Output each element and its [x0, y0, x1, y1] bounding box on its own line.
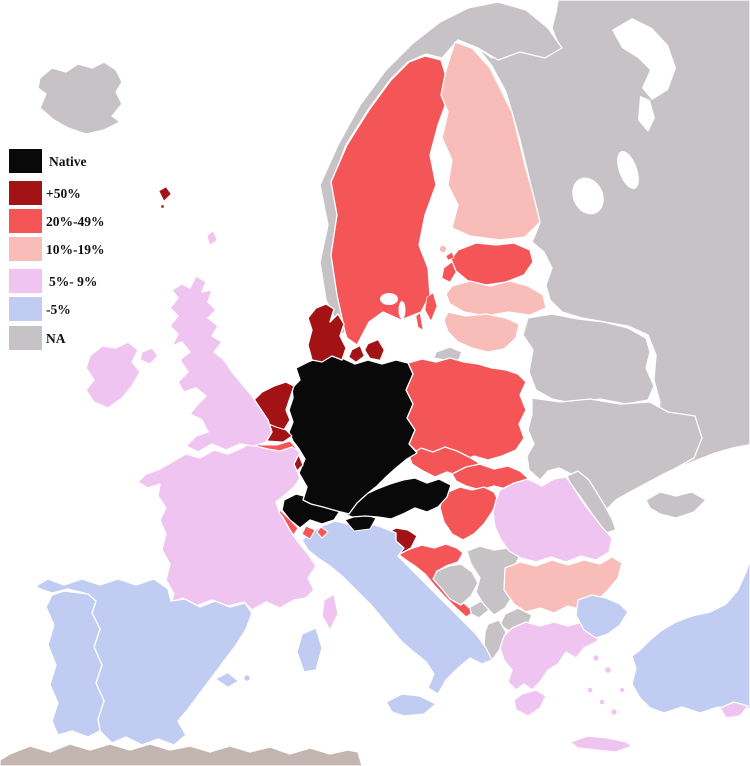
lake-ladoga	[572, 177, 604, 215]
island-zealand	[364, 339, 385, 361]
country-poland	[405, 357, 527, 463]
country-hungary	[439, 486, 499, 541]
island-sardinia	[296, 627, 323, 673]
country-romania	[492, 476, 613, 563]
legend-label-plus50: +50%	[46, 186, 81, 201]
country-lithuania	[443, 311, 520, 353]
country-estonia	[450, 242, 534, 286]
island-aland	[439, 245, 447, 253]
country-germany	[288, 355, 418, 515]
legend-label-minus5: -5%	[46, 302, 71, 317]
island-funen	[348, 345, 365, 363]
island-aegean-4	[599, 699, 605, 705]
country-finland	[440, 41, 541, 241]
country-sweden	[330, 55, 448, 346]
island-aegean-3	[587, 687, 593, 693]
black-sea	[590, 444, 750, 640]
legend-label-native: Native	[49, 154, 87, 169]
landmass-north-africa	[0, 743, 363, 766]
country-denmark	[307, 303, 347, 363]
lake-onega	[617, 150, 639, 190]
legend-label-na: NA	[46, 331, 66, 346]
island-aegean-2	[604, 666, 612, 674]
white-sea-inlet	[638, 96, 655, 132]
island-menorca	[243, 674, 251, 682]
region-peloponnese	[513, 689, 547, 717]
region-grisons-south	[316, 526, 329, 539]
island-sicily	[385, 693, 437, 717]
island-oland	[415, 312, 424, 331]
country-montenegro	[469, 600, 490, 619]
white-sea	[612, 18, 676, 100]
country-ireland	[85, 341, 141, 409]
island-mallorca	[215, 672, 239, 688]
island-shetland	[206, 230, 218, 246]
island-crete	[569, 735, 633, 753]
region-turkish-thrace	[575, 594, 629, 639]
legend: Native +50% 20%-49% 10%-19% 5%- 9% -5% N…	[9, 149, 105, 350]
country-latvia	[445, 280, 547, 317]
island-hiiumaa	[445, 251, 455, 261]
island-aegean-5	[619, 687, 625, 693]
island-corsica	[321, 593, 339, 631]
island-saaremaa	[441, 261, 457, 283]
country-albania	[483, 619, 507, 661]
legend-swatch-na	[9, 326, 42, 350]
country-iceland	[37, 61, 123, 135]
island-rhodes	[610, 708, 618, 716]
region-northern-ireland	[139, 347, 159, 365]
region-crimea	[645, 491, 707, 519]
lake-vattern	[398, 301, 406, 319]
legend-swatch-20-49	[9, 209, 42, 233]
island-cyprus	[719, 701, 749, 719]
country-uk	[169, 275, 273, 453]
island-gotland	[424, 292, 438, 322]
legend-label-5-9: 5%- 9%	[49, 274, 97, 289]
island-aegean-1	[592, 654, 600, 662]
legend-swatch-native	[9, 149, 42, 173]
legend-swatch-10-19	[9, 237, 42, 261]
legend-swatch-5-9	[9, 269, 42, 293]
island-faroe	[158, 186, 172, 202]
legend-swatch-minus5	[9, 297, 42, 321]
country-portugal	[45, 590, 105, 738]
region-ticino	[301, 525, 316, 540]
legend-label-10-19: 10%-19%	[46, 242, 105, 257]
country-greece	[499, 621, 605, 691]
legend-swatch-plus50	[9, 181, 42, 205]
country-austria	[339, 477, 452, 520]
country-italy	[301, 520, 493, 695]
legend-label-20-49: 20%-49%	[46, 214, 105, 229]
island-faroe-speck	[160, 204, 165, 209]
country-france	[137, 443, 317, 611]
lake-vanern	[380, 293, 398, 305]
country-belarus	[522, 313, 655, 405]
country-bosnia	[432, 563, 479, 606]
